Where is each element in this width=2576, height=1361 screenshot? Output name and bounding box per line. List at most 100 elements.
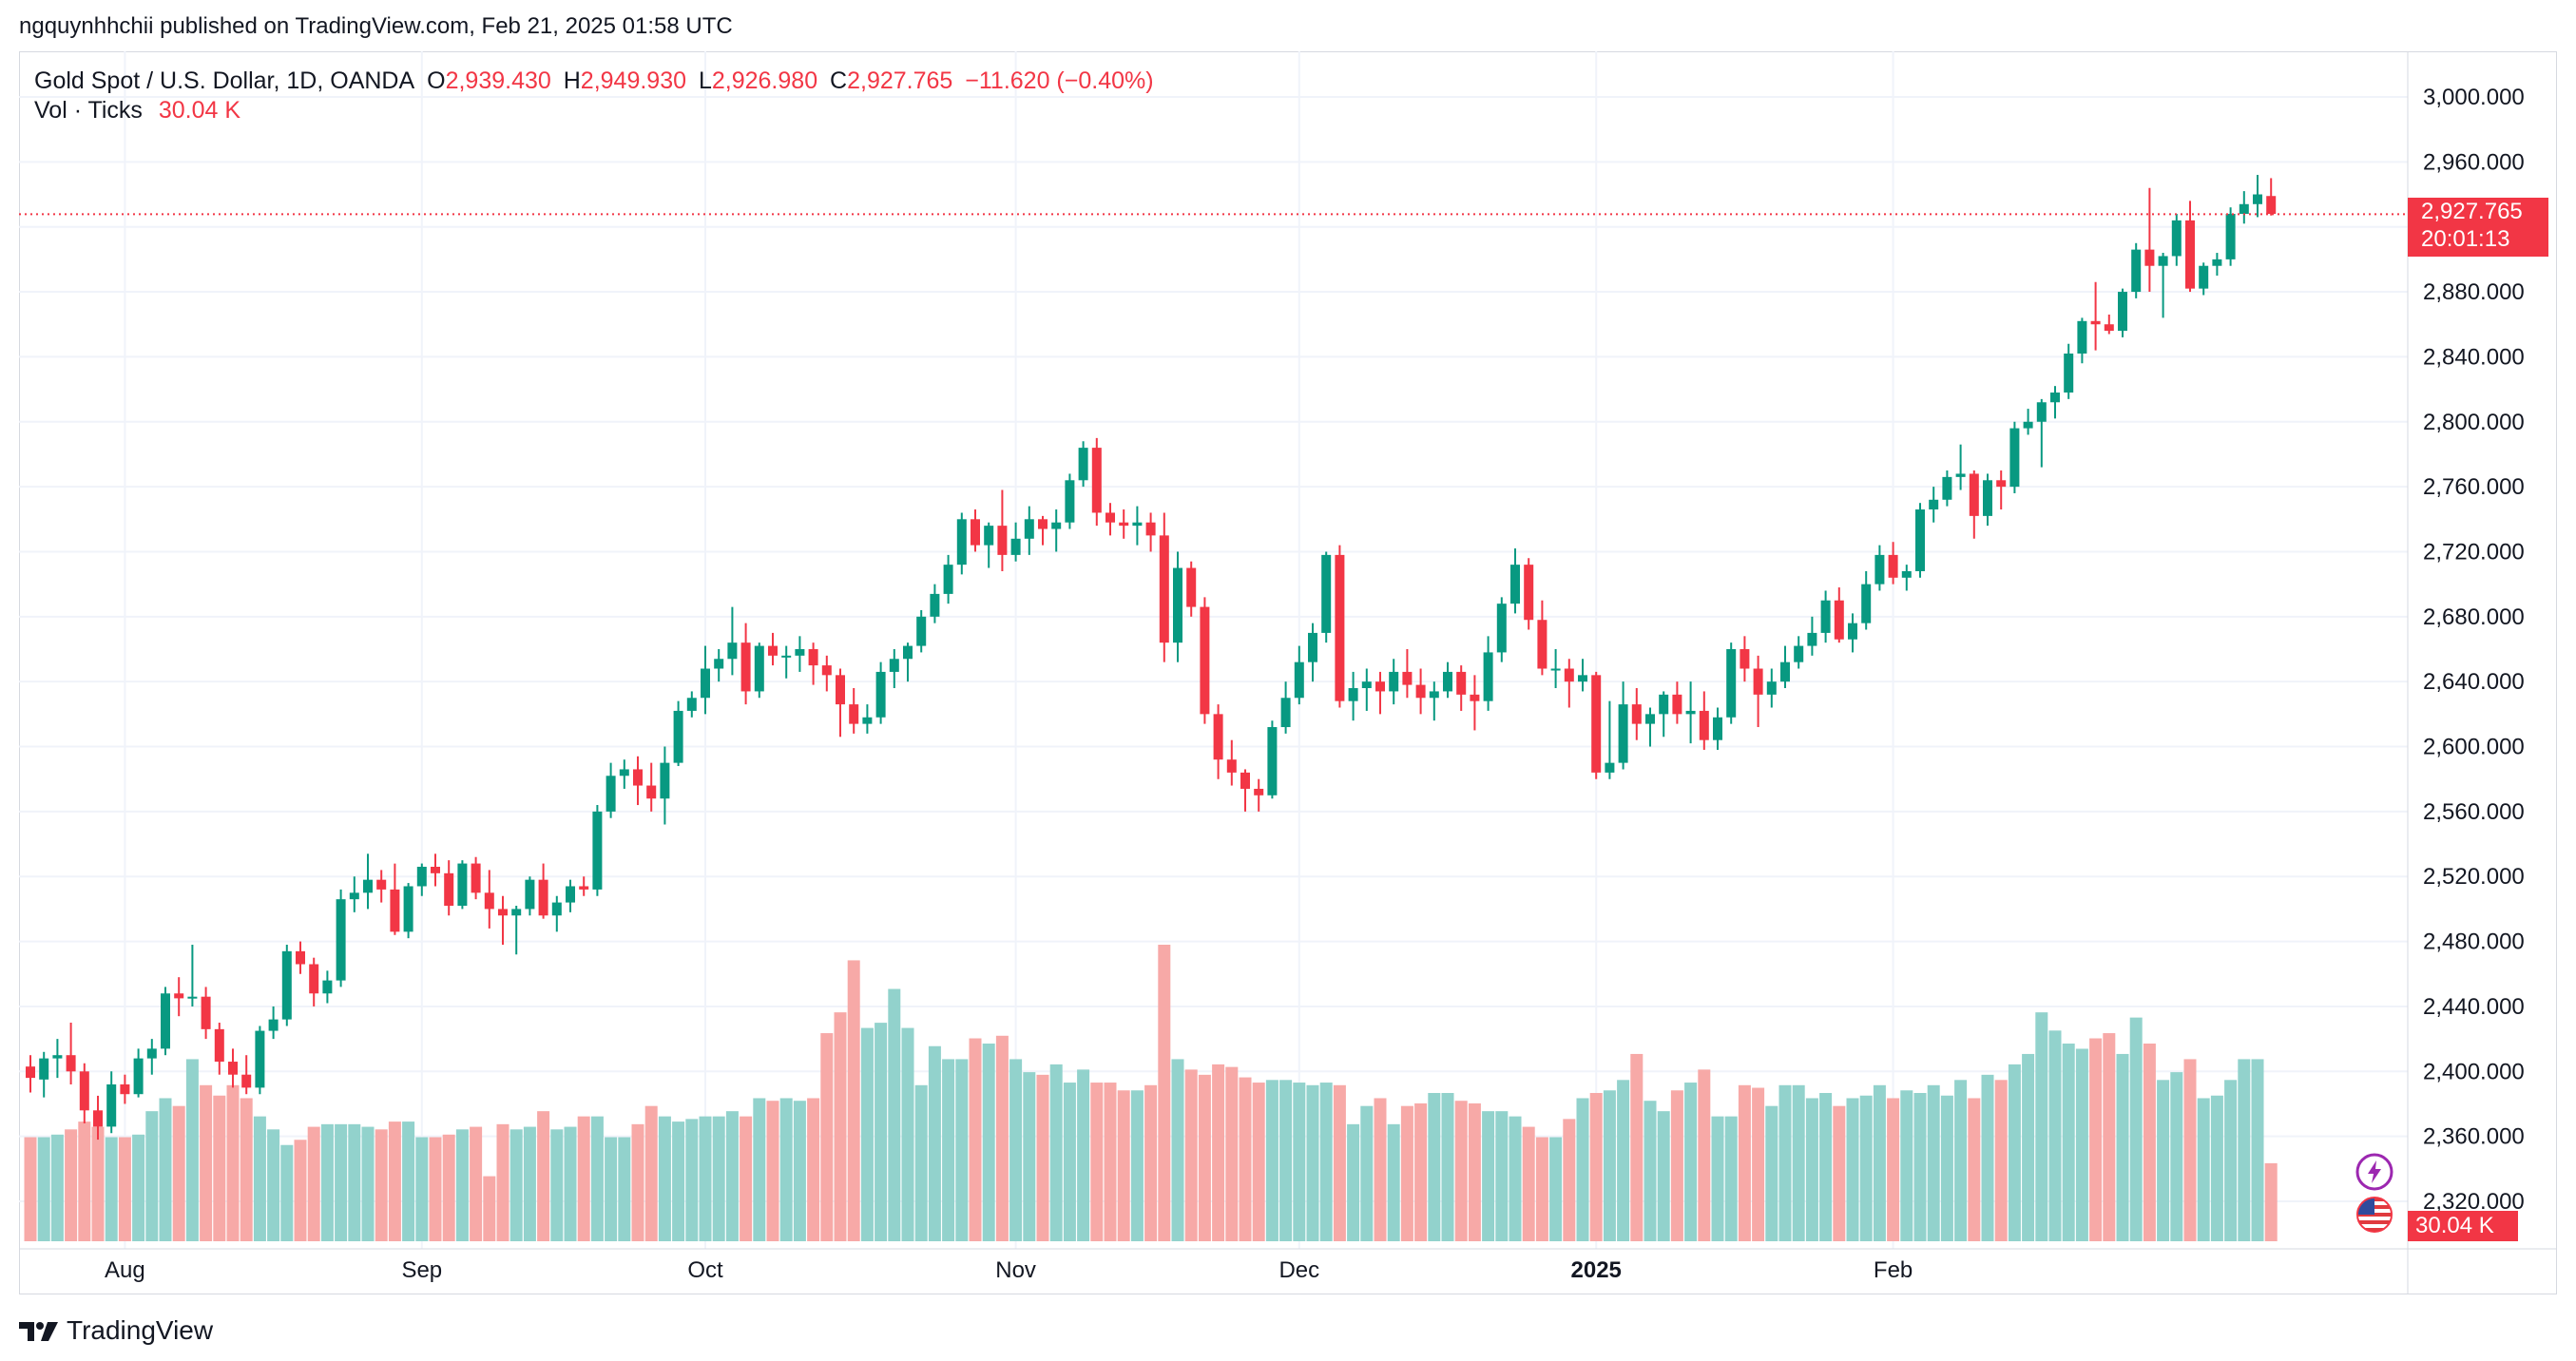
volume-bar [793, 1101, 806, 1241]
volume-label[interactable]: Vol · Ticks [34, 97, 143, 124]
volume-bar [753, 1098, 766, 1241]
volume-bar [294, 1140, 307, 1241]
symbol-name[interactable]: Gold Spot / U.S. Dollar, 1D, OANDA [34, 67, 415, 94]
time-tick-label: Dec [1278, 1257, 1319, 1283]
candle-body [1119, 522, 1129, 527]
candle-body [52, 1055, 63, 1059]
candle-body [416, 866, 427, 887]
volume-bar [1589, 1093, 1603, 1241]
volume-bar [658, 1116, 671, 1241]
volume-bar [1239, 1077, 1252, 1241]
candle-body [971, 519, 980, 546]
candle-body [1254, 788, 1264, 796]
volume-bar [159, 1098, 172, 1241]
candle-body [390, 889, 400, 932]
candle-body [309, 964, 319, 994]
price-tick-label: 2,600.000 [2423, 735, 2525, 760]
volume-bar [132, 1134, 145, 1241]
volume-bar [685, 1119, 699, 1241]
open-value: 2,939.430 [445, 67, 551, 94]
volume-bar [1428, 1093, 1441, 1241]
candle-body [997, 526, 1008, 555]
price-tick-label: 2,360.000 [2423, 1124, 2525, 1150]
candle-body [1848, 623, 1857, 640]
candle-body [606, 776, 616, 812]
volume-bar [320, 1123, 334, 1241]
volume-bar [2170, 1072, 2183, 1241]
volume-bar [740, 1116, 753, 1241]
volume-bar [1023, 1072, 1036, 1241]
volume-bar [766, 1101, 779, 1241]
volume-bar [361, 1126, 375, 1241]
volume-bar [2143, 1044, 2156, 1241]
candle-body [2077, 320, 2087, 354]
candle-body [2171, 220, 2182, 257]
candle-body [187, 996, 198, 999]
volume-bar [1374, 1098, 1387, 1241]
volume-bar [185, 1059, 199, 1241]
candle-body [133, 1058, 144, 1095]
volume-bar [1279, 1080, 1293, 1241]
candle-body [1766, 681, 1777, 695]
candle-body [646, 785, 657, 799]
candle-body [1200, 606, 1210, 715]
volume-bar [348, 1123, 361, 1241]
candle-body [821, 665, 832, 676]
chart-frame [19, 51, 2557, 1294]
candle-body [1901, 570, 1912, 578]
candle-body [2036, 402, 2047, 422]
candle-body [525, 879, 535, 910]
candle-body [498, 909, 508, 916]
volume-bar [2116, 1053, 2129, 1241]
candle-body [943, 565, 953, 594]
last-price-tag: 2,927.765 20:01:13 [2408, 198, 2548, 258]
volume-bar [1482, 1111, 1495, 1241]
volume-bar [2062, 1044, 2075, 1241]
high-label: H [563, 67, 581, 94]
close-value: 2,927.765 [847, 67, 953, 94]
candle-body [2144, 249, 2155, 266]
footer-branding[interactable]: TradingView [19, 1315, 213, 1346]
volume-bar [1212, 1064, 1225, 1241]
volume-bar [2089, 1038, 2103, 1241]
candle-body [66, 1055, 76, 1072]
volume-bar [402, 1121, 415, 1241]
candle-body [241, 1074, 252, 1088]
candle-body [1456, 671, 1467, 695]
candle-body [322, 980, 333, 994]
candle-body [1996, 480, 2007, 488]
volume-bar [1792, 1084, 1805, 1241]
publisher-line: ngquynhhchii published on TradingView.co… [19, 13, 733, 39]
candle-body [1983, 480, 1992, 516]
volume-bar [1576, 1098, 1589, 1241]
lightning-icon[interactable] [2355, 1153, 2393, 1191]
volume-bar [1063, 1083, 1076, 1241]
symbol-legend: Gold Spot / U.S. Dollar, 1D, OANDA O2,93… [34, 65, 1160, 97]
candle-body [484, 892, 494, 910]
candle-body [2225, 214, 2236, 259]
candle-body [1010, 538, 1021, 555]
candle-body [633, 769, 643, 786]
candle-body [444, 872, 454, 906]
volume-bar [901, 1027, 914, 1241]
candle-body [1969, 473, 1979, 516]
time-tick-label: 2025 [1571, 1257, 1622, 1283]
candle-body [1415, 684, 1426, 699]
volume-bar [928, 1045, 941, 1241]
volume-bar [1994, 1080, 2008, 1241]
candle-body [727, 642, 738, 660]
brand-name: TradingView [67, 1315, 214, 1345]
candle-body [1550, 668, 1561, 671]
volume-bar [1509, 1116, 1522, 1241]
volume-bar [2103, 1033, 2116, 1241]
candle-body [1483, 652, 1493, 701]
volume-bar [24, 1137, 37, 1241]
candle-body [2239, 203, 2249, 215]
volume-bar [1670, 1090, 1683, 1241]
us-flag-icon[interactable] [2355, 1196, 2393, 1234]
volume-bar [496, 1123, 509, 1241]
low-label: L [698, 67, 712, 94]
change-value: −11.620 (−0.40%) [965, 67, 1154, 94]
candle-body [1672, 694, 1682, 715]
